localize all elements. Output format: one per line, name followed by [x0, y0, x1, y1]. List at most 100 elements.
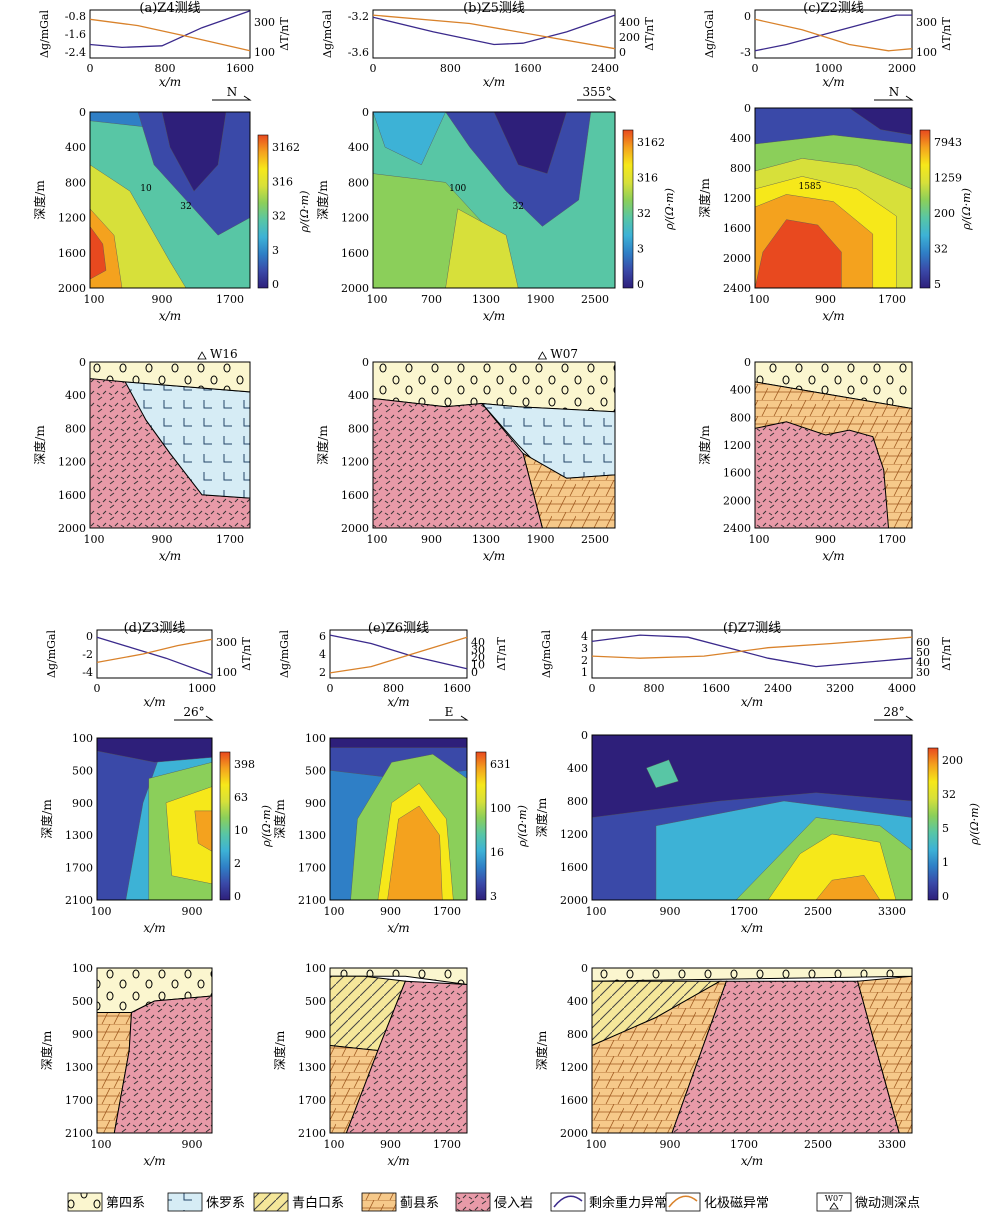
geo-depth-tick-label: 1700 [65, 1094, 93, 1107]
geo-depth-tick-label: 0 [744, 356, 751, 369]
geo-depth-tick-label: 1200 [58, 456, 86, 469]
magnetic-axis-label: ΔT/nT [643, 17, 656, 51]
magnetic-axis-label: ΔT/nT [495, 637, 508, 671]
geo-x-tick-label: 1700 [216, 533, 244, 546]
depth-tick-label: 1600 [560, 861, 588, 874]
res-x-tick-label: 3300 [878, 905, 906, 918]
curve-x-tick-label: 1000 [188, 682, 216, 695]
resistivity-frame [329, 737, 468, 901]
geo-x-tick-label: 100 [324, 1138, 345, 1151]
depth-tick-label: 1700 [298, 862, 326, 875]
geo-depth-tick-label: 2100 [298, 1127, 326, 1140]
geo-depth-tick-label: 0 [581, 962, 588, 975]
geology-frame [372, 361, 616, 529]
legend-swatch [665, 1192, 701, 1212]
curve-x-tick-label: 3200 [826, 682, 854, 695]
res-x-tick-label: 100 [324, 905, 345, 918]
depth-tick-label: 100 [305, 732, 326, 745]
depth-tick-label: 1300 [65, 829, 93, 842]
geology-section [591, 967, 913, 1134]
colorbar-tick-label: 32 [942, 788, 956, 801]
geo-x-tick-label: 3300 [878, 1138, 906, 1151]
geo-x-tick-label: 2500 [804, 1138, 832, 1151]
colorbar-tick-label: 3162 [637, 136, 665, 149]
colorbar-tick-label: 2 [234, 857, 241, 870]
colorbar-tick-label: 100 [490, 802, 511, 815]
station-triangle-icon [829, 1202, 839, 1210]
geo-depth-tick-label: 2000 [723, 494, 751, 507]
magnetic-tick-label: 0 [471, 666, 478, 679]
resistivity-section [591, 734, 913, 901]
depth-axis-label: 深度/m [534, 797, 549, 837]
curve-x-tick-label: 2000 [888, 62, 916, 75]
res-x-axis-label: x/m [143, 921, 165, 935]
magnetic-axis-label: ΔT/nT [278, 17, 291, 51]
gravity-curve [89, 10, 251, 49]
colorbar-label: ρ/(Ω·m) [260, 805, 273, 848]
magnetic-tick-label: 40 [471, 636, 485, 649]
panel-title: (f)Z7测线 [723, 621, 781, 636]
colorbar-tick-label: 3 [637, 243, 644, 256]
curve-x-tick-label: 800 [383, 682, 404, 695]
depth-axis-label: 深度/m [315, 180, 330, 220]
panel-title: (a)Z4测线 [139, 1, 200, 16]
resistivity-section: 10 32 [89, 111, 251, 289]
geo-depth-tick-label: 0 [79, 356, 86, 369]
colorbar-tick-label: 0 [272, 278, 279, 291]
geo-depth-tick-label: 2000 [560, 1127, 588, 1140]
geo-depth-tick-label: 2000 [58, 522, 86, 535]
depth-tick-label: 500 [72, 764, 93, 777]
colorbar [219, 751, 231, 901]
geology-frame [329, 967, 468, 1134]
gravity-tick-label: 4 [581, 630, 588, 643]
res-x-axis-label: x/m [483, 309, 505, 323]
colorbar-tick-label: 316 [637, 172, 658, 185]
magnetic-legend-line-icon [668, 1195, 698, 1208]
geology-section [754, 361, 913, 529]
legend-item: 化极磁异常 [665, 1192, 769, 1212]
legend-label: 剩余重力异常 [589, 1195, 667, 1211]
depth-tick-label: 100 [72, 732, 93, 745]
res-x-tick-label: 2500 [804, 905, 832, 918]
res-x-tick-label: 1700 [216, 293, 244, 306]
depth-axis-label: 深度/m [697, 178, 712, 218]
legend-label: 蓟县系 [400, 1196, 439, 1211]
geology-frame [754, 361, 913, 529]
resistivity-section [96, 737, 213, 901]
legend-swatch [253, 1192, 289, 1212]
gravity-tick-label: -0.8 [65, 10, 86, 23]
lithology-unit-pin [754, 421, 890, 529]
curve-x-axis-label: x/m [483, 75, 505, 89]
geo-x-tick-label: 900 [152, 533, 173, 546]
geo-depth-tick-label: 500 [305, 995, 326, 1008]
panel-title: (c)Z2测线 [803, 1, 864, 16]
curve-plot-frame [329, 629, 468, 679]
colorbar [475, 751, 487, 901]
colorbar-label: ρ/(Ω·m) [663, 188, 676, 231]
curve-x-tick-label: 800 [644, 682, 665, 695]
gravity-axis-label: Δg/mGal [321, 10, 334, 58]
depth-axis-label: 深度/m [32, 180, 47, 220]
gravity-axis-label: Δg/mGal [703, 10, 716, 58]
curve-x-tick-label: 800 [155, 62, 176, 75]
resistivity-section: 1585 [754, 107, 913, 289]
geo-x-tick-label: 1900 [527, 533, 555, 546]
direction-arrow [212, 95, 252, 101]
depth-tick-label: 1300 [298, 829, 326, 842]
geology-section [96, 967, 213, 1134]
direction-label: 28° [883, 705, 904, 719]
geo-x-tick-label: 900 [182, 1138, 203, 1151]
geo-depth-tick-label: 900 [72, 1028, 93, 1041]
magnetic-curve [329, 636, 468, 674]
geology-section [89, 361, 251, 529]
panel-title: (e)Z6测线 [368, 621, 429, 636]
colorbar-tick-label: 32 [272, 210, 286, 223]
magnetic-curve [754, 18, 913, 52]
res-x-tick-label: 900 [660, 905, 681, 918]
geology-section [329, 967, 468, 1134]
colorbar-tick-label: 16 [490, 846, 504, 859]
gravity-axis-label: Δg/mGal [540, 630, 553, 678]
